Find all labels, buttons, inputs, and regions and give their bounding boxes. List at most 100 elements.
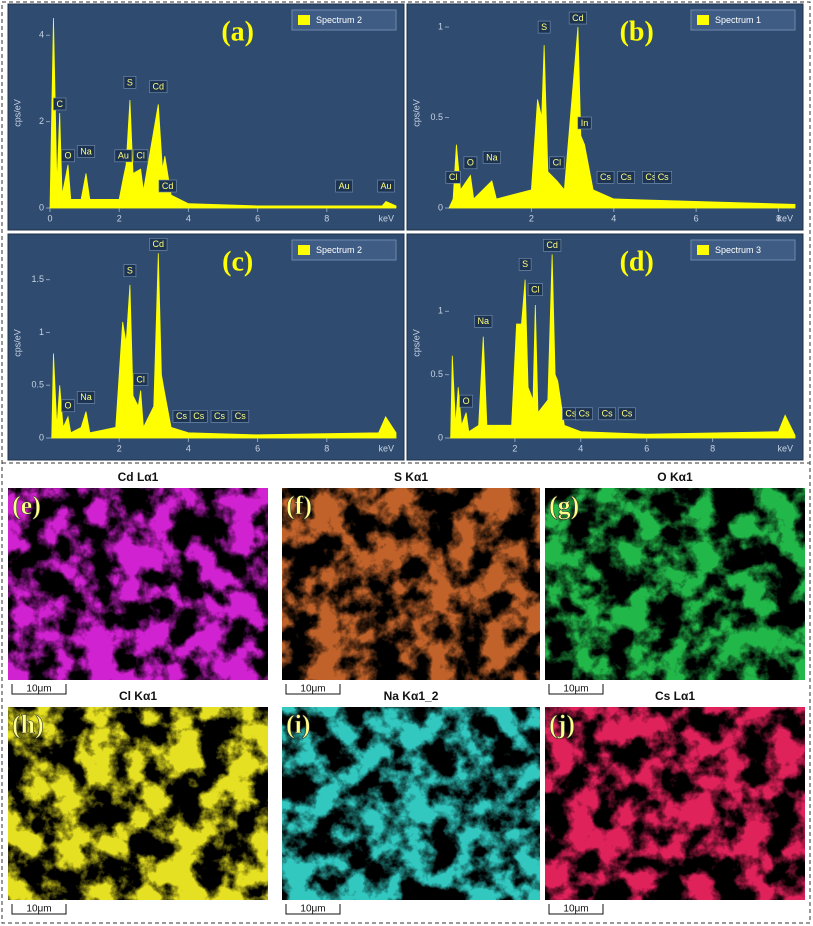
x-tick-label: 0	[47, 213, 52, 223]
peak-label-box	[377, 179, 395, 193]
peak-label: Cs	[235, 411, 246, 421]
y-tick-label: 1	[438, 306, 443, 316]
peak-label-box	[474, 315, 493, 328]
map-title: Na Kα1_2	[384, 689, 439, 703]
peak-label-box	[149, 237, 168, 251]
y-tick-label: 0	[39, 202, 44, 212]
map-title: Cs Lα1	[655, 689, 695, 703]
spectrum-area	[51, 253, 397, 439]
scale-bar-label: 10μm	[300, 684, 325, 695]
scale-bar	[11, 684, 67, 695]
scale-bar	[285, 904, 341, 915]
peak-label: Cl	[449, 172, 458, 182]
x-tick-label: 4	[186, 213, 191, 223]
panel-label: (b)	[620, 16, 654, 47]
peak-label-box	[543, 239, 562, 252]
y-axis-label: cps/eV	[411, 329, 421, 357]
peak-label-box	[210, 410, 229, 423]
x-tick-label: 2	[529, 213, 534, 223]
spectrum-area	[448, 27, 796, 209]
peak-label-box	[445, 170, 461, 184]
peak-label: Cs	[565, 409, 576, 419]
map-title: S Kα1	[394, 470, 428, 484]
peak-label: Cd	[546, 240, 558, 250]
scale-bar-label: 10μm	[300, 904, 325, 915]
peak-label: O	[64, 151, 71, 161]
peak-label: Na	[486, 152, 498, 162]
peak-label-box	[654, 170, 672, 184]
peak-label-box	[518, 258, 532, 271]
x-tick-label: 4	[186, 443, 191, 453]
panel-label: (d)	[620, 246, 654, 277]
peak-label-box	[189, 410, 208, 423]
peak-label: Cs	[214, 411, 225, 421]
peak-label: Cs	[600, 172, 611, 182]
peak-label-box	[158, 179, 177, 193]
peak-label-box	[76, 145, 96, 158]
peak-label-box	[61, 399, 75, 413]
peak-label-box	[459, 394, 473, 408]
peak-label: Cd	[153, 82, 165, 92]
map-title: Cd Lα1	[118, 470, 159, 484]
peak-label: O	[463, 396, 470, 406]
y-tick-label: 2	[39, 116, 44, 126]
y-tick-label: 0	[438, 432, 443, 442]
peak-label: Cl	[136, 374, 145, 384]
peak-label: In	[581, 118, 589, 128]
x-tick-label: 2	[117, 213, 122, 223]
y-tick-label: 0.5	[430, 112, 443, 122]
peak-label: S	[127, 77, 133, 87]
peak-label-box	[172, 410, 191, 423]
peak-label: Cd	[153, 239, 165, 249]
scale-bar-label: 10μm	[563, 904, 588, 915]
peak-label: S	[127, 266, 133, 276]
legend-swatch	[697, 15, 709, 25]
x-axis-label: keV	[378, 443, 394, 453]
x-axis-label: keV	[777, 443, 793, 453]
element-map	[8, 707, 268, 900]
peak-label-box	[231, 410, 250, 423]
scale-bar	[548, 904, 604, 915]
peak-label: Cs	[621, 409, 632, 419]
peak-label: Cs	[193, 411, 204, 421]
peak-label-box	[114, 149, 133, 163]
spectrum-area	[450, 254, 796, 439]
legend-box	[291, 239, 397, 261]
y-tick-label: 0	[438, 202, 443, 212]
peak-label-box	[133, 373, 149, 386]
legend-label: Spectrum 3	[715, 245, 761, 255]
peak-label-box	[463, 156, 478, 170]
peak-label-box	[618, 407, 636, 421]
peak-label: S	[541, 22, 547, 32]
peak-label: Cs	[176, 411, 187, 421]
x-tick-label: 8	[776, 213, 781, 223]
peak-label: C	[56, 99, 63, 109]
peak-label-box	[53, 97, 67, 111]
peak-label: Au	[339, 181, 350, 191]
peak-label-box	[549, 156, 565, 170]
map-panel-label: (f)	[286, 491, 312, 520]
peak-label-box	[575, 407, 593, 421]
peak-label-box	[133, 149, 149, 163]
legend-swatch	[298, 15, 310, 25]
legend-label: Spectrum 1	[715, 15, 761, 25]
scale-bar-label: 10μm	[563, 684, 588, 695]
scale-bar	[548, 684, 604, 695]
legend-label: Spectrum 2	[316, 15, 362, 25]
peak-label-box	[577, 116, 592, 130]
x-tick-label: 8	[710, 443, 715, 453]
peak-label: Cl	[136, 151, 145, 161]
map-panel-label: (h)	[12, 710, 44, 739]
peak-label: O	[467, 158, 474, 168]
element-map	[282, 488, 540, 680]
legend-label: Spectrum 2	[316, 245, 362, 255]
peak-label: Cs	[658, 172, 669, 182]
element-map	[545, 488, 805, 680]
legend-swatch	[697, 245, 709, 255]
peak-label-box	[335, 179, 353, 193]
peak-label: S	[522, 259, 528, 269]
y-axis-label: cps/eV	[12, 99, 22, 127]
peak-label-box	[149, 80, 168, 94]
x-axis-label: keV	[777, 213, 793, 223]
